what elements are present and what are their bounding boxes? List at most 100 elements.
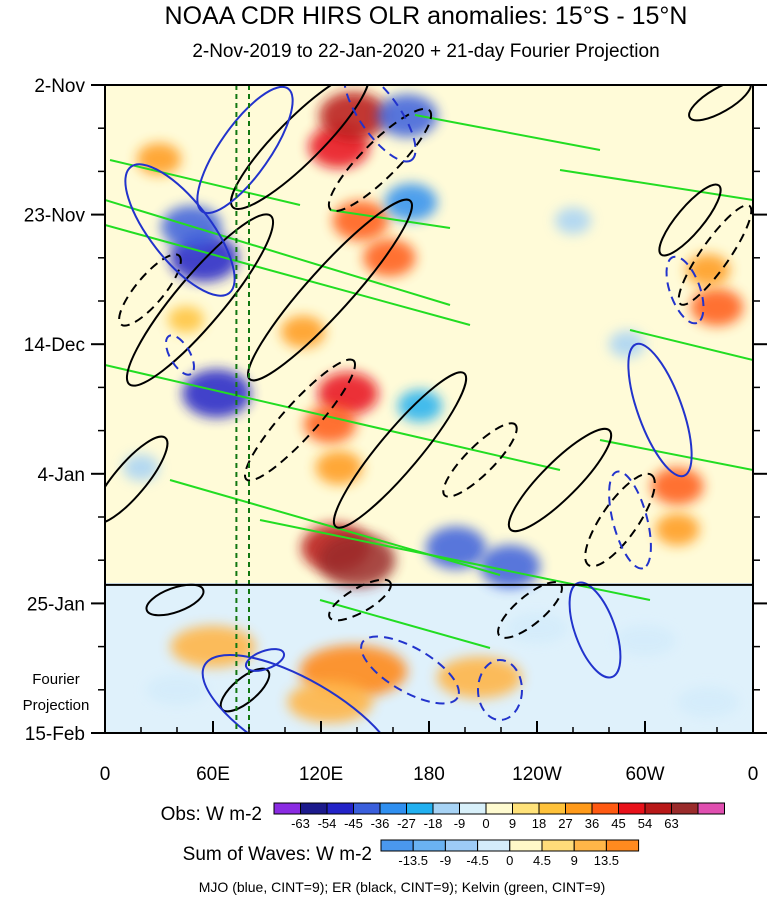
obs-legend-swatch (512, 802, 540, 815)
x-tick-label: 60E (196, 764, 230, 785)
obs-legend-tick: -9 (454, 816, 466, 831)
obs-legend-tick: 27 (558, 816, 572, 831)
waves-legend-swatch (573, 839, 607, 852)
y-tick-label: 14-Dec (24, 335, 85, 356)
obs-legend-tick: -18 (424, 816, 443, 831)
kelvin-contour (629, 329, 753, 361)
chart-title: NOAA CDR HIRS OLR anomalies: 15°S - 15°N (165, 2, 688, 30)
footnote: MJO (blue, CINT=9); ER (black, CINT=9); … (199, 879, 606, 895)
kelvin-contour (105, 199, 451, 306)
mjo-contour (165, 334, 195, 376)
anomaly-blob (303, 405, 357, 444)
er-contour (105, 435, 169, 525)
obs-legend-tick: 45 (611, 816, 625, 831)
anomaly-blob (479, 544, 541, 588)
wave-anomaly-blob (505, 612, 569, 644)
anomaly-blob (317, 372, 379, 416)
projection-label-line2: Projection (23, 697, 90, 714)
kelvin-contour (109, 159, 301, 206)
waves-legend-tick: 4.5 (533, 853, 551, 868)
obs-legend-tick: -63 (291, 816, 310, 831)
waves-legend-label: Sum of Waves: W m-2 (183, 844, 372, 865)
er-contour (584, 472, 656, 568)
mjo-contour (244, 648, 286, 672)
waves-legend-tick: -13.5 (398, 853, 428, 868)
x-tick-label: 0 (100, 764, 111, 785)
obs-legend-swatch (353, 802, 381, 815)
er-contour (243, 358, 357, 482)
obs-legend-swatch (671, 802, 699, 815)
obs-legend-swatch (618, 802, 646, 815)
anomaly-blob (608, 330, 646, 358)
obs-legend-tick: -36 (371, 816, 390, 831)
waves-legend-swatch (541, 839, 575, 852)
obs-legend-tick: -45 (344, 816, 363, 831)
x-axis: 0 60E 120E 180 120W 60W 0 (100, 721, 759, 785)
x-tick-label: 180 (413, 764, 445, 785)
anomaly-blob (315, 450, 363, 485)
wave-anomaly-blob (613, 625, 677, 656)
waves-legend-swatch (444, 839, 479, 852)
wave-contours (105, 85, 753, 733)
anomaly-blob (280, 315, 326, 348)
anomaly-blob (122, 454, 160, 482)
wave-anomaly-blob (287, 681, 373, 723)
anomaly-blob (136, 142, 182, 176)
er-contour (145, 583, 205, 617)
waves-legend-tick: 13.5 (594, 853, 619, 868)
er-contour (247, 198, 413, 382)
mjo-contour (196, 85, 294, 215)
er-contour (658, 183, 722, 257)
obs-legend-label: Obs: W m-2 (161, 804, 262, 825)
obs-legend-swatch (591, 802, 619, 815)
y-tick-label: 25-Jan (27, 594, 85, 615)
obs-legend-swatch (697, 802, 725, 815)
obs-legend-swatch (300, 802, 328, 815)
obs-legend-tick: 18 (532, 816, 546, 831)
anomaly-blob (319, 91, 388, 141)
y-tick-label: 23-Nov (24, 206, 86, 227)
er-contour (442, 422, 518, 498)
anomaly-blob (685, 254, 731, 287)
waves-legend-tick: 9 (571, 853, 578, 868)
y-tick-label: 2-Nov (34, 76, 85, 97)
waves-legend-swatch (477, 839, 511, 852)
anomaly-blob (554, 207, 592, 235)
kelvin-contour (259, 519, 651, 601)
anomaly-blob (167, 306, 205, 333)
obs-legend-swatch (565, 802, 593, 815)
anomaly-blob (332, 200, 389, 241)
obs-legend-tick: -27 (397, 816, 416, 831)
obs-legend-tick: 54 (638, 816, 652, 831)
kelvin-contour (414, 114, 601, 151)
er-contour (332, 371, 468, 529)
mjo-contour (665, 255, 705, 325)
obs-legend: Obs: W m-2 -63 -54 -45 -36 -27 -18 -9 0 9 18 27 36 4… (161, 802, 725, 831)
er-contour (507, 427, 613, 533)
kelvin-contour (105, 224, 471, 326)
x-tick-label: 0 (748, 764, 759, 785)
er-contour (230, 85, 370, 210)
obs-legend-tick: 63 (664, 816, 678, 831)
wave-anomaly-blob (145, 674, 209, 706)
obs-legend-tick: 0 (482, 816, 489, 831)
kelvin-contour (105, 364, 561, 471)
waves-legend-tick: 0 (506, 853, 513, 868)
anomaly-blob (182, 369, 251, 418)
anomaly-blob (690, 288, 744, 326)
anomaly-blob (655, 513, 700, 546)
kelvin-contour (319, 599, 491, 649)
obs-legend-tick: 9 (509, 816, 516, 831)
kelvin-contour (329, 209, 451, 229)
mjo-contour (477, 659, 523, 721)
obs-legend-tick: -54 (318, 816, 337, 831)
mjo-contour (568, 581, 622, 679)
waves-legend-tick: -9 (440, 853, 452, 868)
anomaly-blob (397, 389, 443, 423)
waves-legend-swatch (509, 839, 543, 852)
obs-legend-swatch (459, 802, 487, 815)
obs-legend-swatch (326, 802, 354, 815)
plot-area (104, 84, 754, 734)
waves-legend-swatch (605, 839, 640, 852)
chart-subtitle: 2-Nov-2019 to 22-Jan-2020 + 21-day Fouri… (192, 41, 659, 62)
